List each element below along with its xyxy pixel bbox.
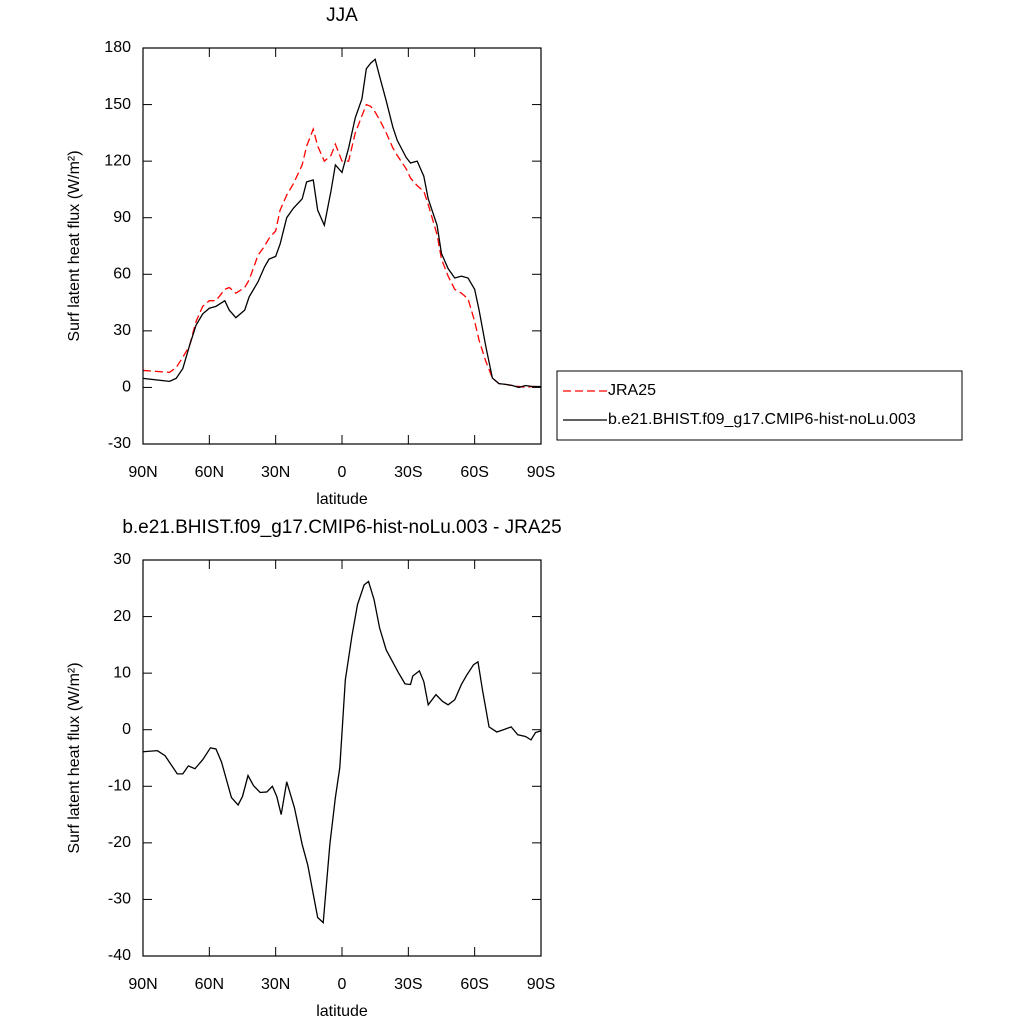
data-line [142,580,542,924]
legend-label: b.e21.BHIST.f09_g17.CMIP6-hist-noLu.003 [608,411,916,428]
y-tick-label: -10 [108,778,131,795]
x-tick-label: 90N [128,976,157,993]
y-tick-label: 90 [113,209,131,226]
plot-frame [142,47,542,445]
x-tick-label: 90N [128,464,157,481]
x-tick-label: 30N [261,464,290,481]
y-tick-label: 120 [104,152,131,169]
y-tick-label: 0 [122,721,131,738]
y-tick-label: -40 [108,947,131,964]
data-line [142,103,541,389]
x-tick-label: 60S [460,976,488,993]
y-axis-label: Surf latent heat flux (W/m²) [66,662,83,853]
chart-title: b.e21.BHIST.f09_g17.CMIP6-hist-noLu.003 … [122,517,561,538]
y-tick-label: 10 [113,664,131,681]
y-tick-label: 30 [113,322,131,339]
x-axis-label: latitude [316,1003,368,1020]
plot-frame [142,559,542,957]
x-tick-label: 0 [338,976,347,993]
x-tick-label: 30S [394,464,422,481]
x-tick-label: 90S [527,976,555,993]
x-tick-label: 60S [460,464,488,481]
y-tick-label: -30 [108,891,131,908]
x-tick-label: 60N [195,976,224,993]
legend-box [556,370,963,441]
y-tick-label: 60 [113,266,131,283]
legend-label: JRA25 [608,382,656,399]
x-tick-label: 90S [527,464,555,481]
y-tick-label: 30 [113,551,131,568]
y-tick-label: 0 [122,379,131,396]
y-tick-label: -20 [108,834,131,851]
x-axis-label: latitude [316,491,368,508]
data-line [142,58,541,389]
x-tick-label: 30N [261,976,290,993]
y-axis-label: Surf latent heat flux (W/m²) [66,150,83,341]
chart-title: JJA [326,5,358,26]
x-tick-label: 0 [338,464,347,481]
y-tick-label: 180 [104,39,131,56]
y-tick-label: 150 [104,96,131,113]
y-tick-label: 20 [113,608,131,625]
x-tick-label: 60N [195,464,224,481]
y-tick-label: -30 [108,435,131,452]
x-tick-label: 30S [394,976,422,993]
